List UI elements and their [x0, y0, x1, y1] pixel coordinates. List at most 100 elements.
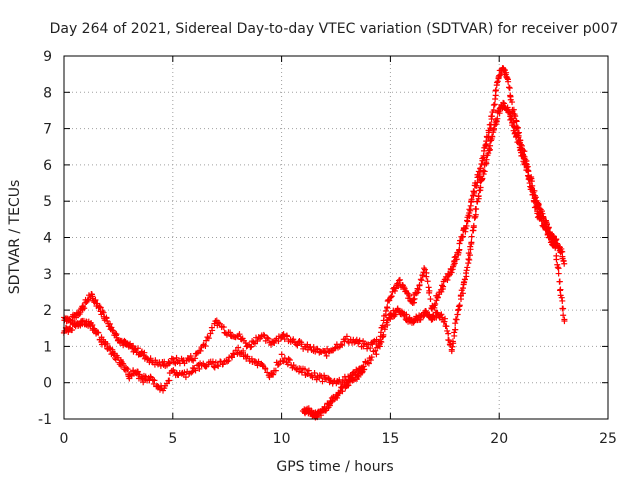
data-point [556, 278, 563, 285]
data-point [355, 373, 362, 380]
chart-title: Day 264 of 2021, Sidereal Day-to-day VTE… [50, 21, 619, 37]
data-point [432, 301, 439, 308]
y-axis-label: SDTVAR / TECUs [7, 180, 23, 295]
data-point [490, 126, 497, 133]
x-tick-label: 10 [273, 431, 291, 447]
data-point [510, 119, 517, 126]
data-point [103, 314, 110, 321]
data-point [318, 412, 325, 419]
data-point [259, 362, 266, 369]
data-point [468, 233, 475, 240]
data-point [380, 331, 387, 338]
data-point [209, 327, 216, 334]
data-point [491, 101, 498, 108]
data-point [448, 346, 455, 353]
data-point [557, 286, 564, 293]
data-point [474, 198, 481, 205]
data-point [481, 168, 488, 175]
data-point [284, 361, 291, 368]
data-point [460, 279, 467, 286]
data-point [343, 333, 350, 340]
x-tick-label: 20 [490, 431, 508, 447]
data-point [264, 334, 271, 341]
data-point [284, 333, 291, 340]
data-point [438, 311, 445, 318]
data-point [166, 377, 173, 384]
data-point [92, 297, 99, 304]
data-point [207, 330, 214, 337]
data-point [449, 338, 456, 345]
data-point [480, 154, 487, 161]
plot-frame [63, 55, 609, 420]
data-point [181, 369, 188, 376]
data-point [196, 365, 203, 372]
data-point [419, 272, 426, 279]
data-point [361, 366, 368, 373]
data-point [477, 184, 484, 191]
data-point [205, 335, 212, 342]
data-point [367, 357, 374, 364]
data-point [100, 309, 107, 316]
data-point [459, 290, 466, 297]
data-point [319, 378, 326, 385]
data-point [445, 330, 452, 337]
data-point [358, 369, 365, 376]
data-point [147, 355, 154, 362]
data-point [339, 342, 346, 349]
data-point [465, 256, 472, 263]
data-point [494, 115, 501, 122]
grid [64, 56, 608, 419]
y-tick-label: 0 [43, 376, 52, 392]
data-point [170, 356, 177, 363]
data-point [473, 182, 480, 189]
data-point [493, 118, 500, 125]
data-point [89, 322, 96, 329]
data-point [270, 371, 277, 378]
data-point [254, 362, 261, 369]
data-point [395, 277, 402, 284]
data-point [151, 377, 158, 384]
data-point [69, 326, 76, 333]
y-tick-label: 2 [43, 303, 52, 319]
y-tick-label: -1 [38, 412, 52, 428]
data-point [94, 300, 101, 307]
data-point [471, 214, 478, 221]
data-point [387, 294, 394, 301]
data-point [532, 194, 539, 201]
data-point [467, 243, 474, 250]
data-point [224, 358, 231, 365]
data-point [235, 344, 242, 351]
data-point [215, 363, 222, 370]
data-point [365, 360, 372, 367]
data-point [290, 336, 297, 343]
data-point [418, 277, 425, 284]
data-point [378, 339, 385, 346]
data-point [500, 99, 507, 106]
data-point [494, 78, 501, 85]
data-point [266, 374, 273, 381]
data-point [121, 337, 128, 344]
data-point [444, 277, 451, 284]
data-point [197, 347, 204, 354]
data-point [554, 264, 561, 271]
data-point [281, 355, 288, 362]
data-point [475, 168, 482, 175]
y-tick-label: 3 [43, 267, 52, 283]
data-point [81, 305, 88, 312]
axis-ticks: 0 5 10 15 20 25 -1 0 1 2 3 4 5 6 7 8 9 [38, 49, 617, 447]
data-point [560, 257, 567, 264]
data-point [274, 362, 281, 369]
data-point [280, 358, 287, 365]
data-point [501, 100, 508, 107]
data-point [445, 337, 452, 344]
data-point [529, 188, 536, 195]
data-point [202, 343, 209, 350]
data-point [372, 347, 379, 354]
y-tick-label: 1 [43, 339, 52, 355]
data-point [538, 217, 545, 224]
x-tick-label: 25 [599, 431, 617, 447]
data-point [109, 327, 116, 334]
data-point [370, 339, 377, 346]
data-point [479, 175, 486, 182]
